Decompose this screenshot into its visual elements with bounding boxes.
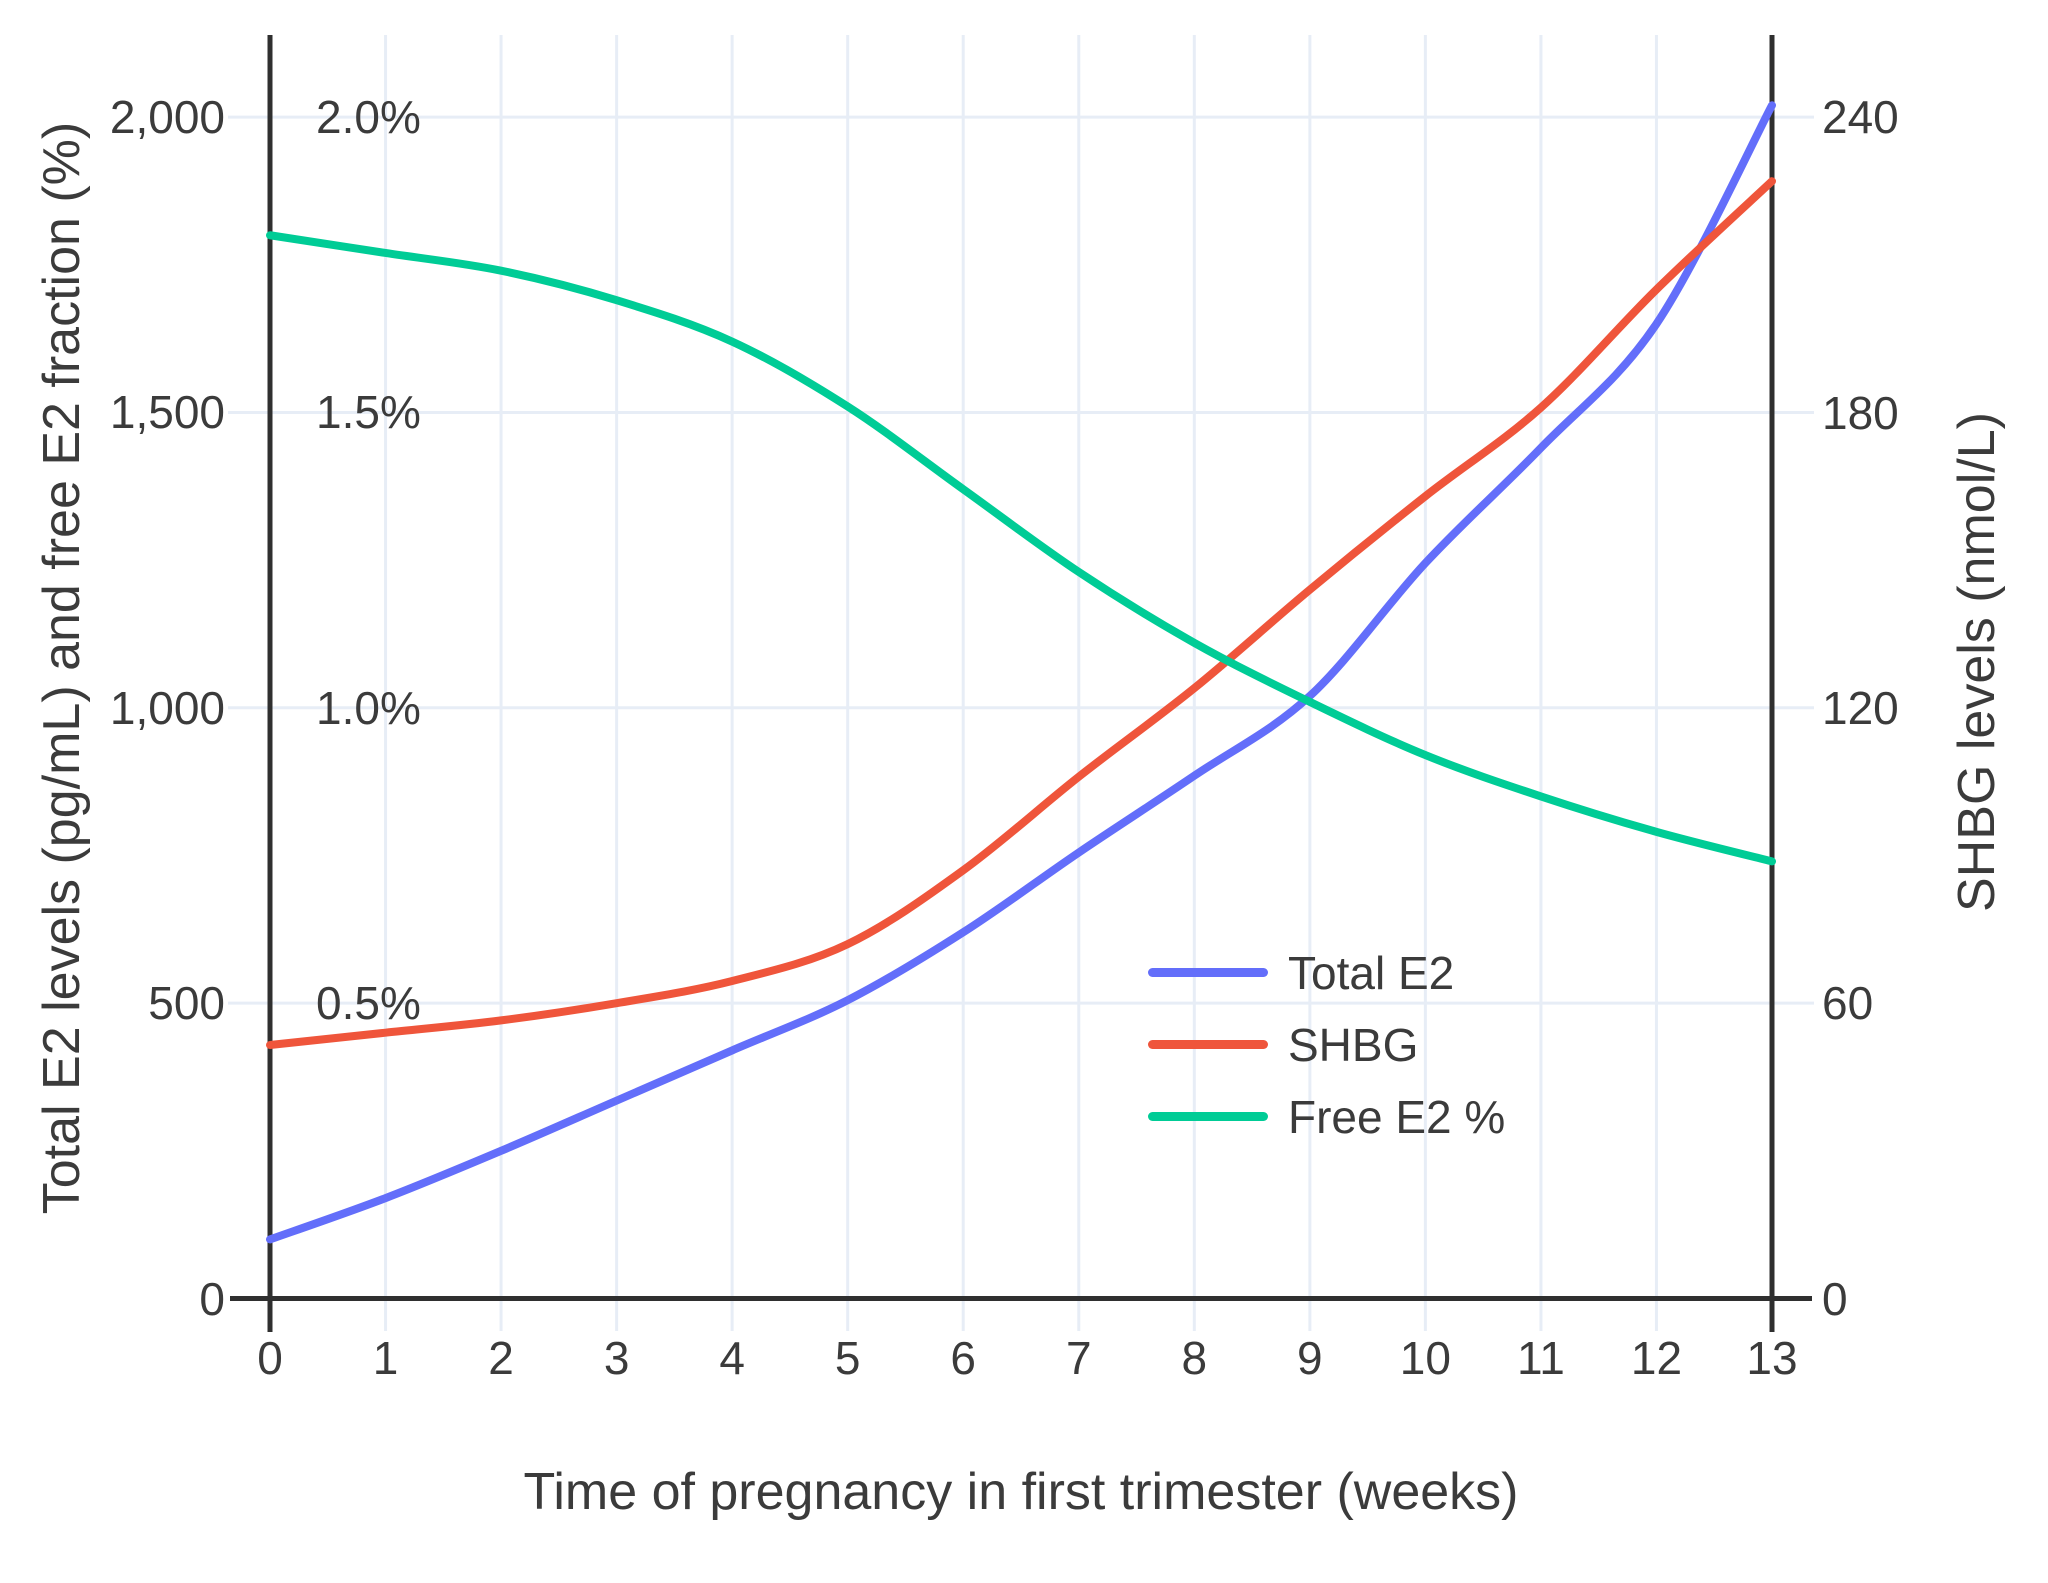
y-left-tick-label: 1,000	[109, 681, 225, 734]
free-e2-percent-tick-label: 1.0%	[316, 681, 421, 734]
y-left-tick-label: 0	[199, 1272, 225, 1325]
free-e2-percent-tick-label: 2.0%	[316, 91, 421, 144]
y-right-tick-label: 240	[1822, 91, 1899, 144]
y-left-tick-label: 2,000	[109, 91, 225, 144]
x-tick-label: 6	[950, 1332, 977, 1384]
total-e2-line	[266, 101, 1776, 1244]
free-e2-line-swatch	[1148, 1112, 1268, 1121]
legend-label-free-e2: Free E2 %	[1288, 1090, 1506, 1143]
y-right-tick-label: 180	[1822, 386, 1899, 439]
x-tick-label: 8	[1181, 1332, 1208, 1384]
y-right-tick-label: 60	[1822, 977, 1874, 1030]
x-tick-label: 11	[1517, 1332, 1565, 1384]
x-tick-label: 4	[719, 1332, 745, 1384]
legend-item-total-e2[interactable]: Total E2	[1148, 947, 1505, 998]
free-e2--line	[266, 231, 1776, 866]
x-tick-label: 1	[372, 1332, 399, 1384]
y-left-tick-label: 1,500	[109, 386, 225, 439]
x-tick-label: 0	[257, 1332, 283, 1384]
x-tick-label: 10	[1399, 1332, 1451, 1384]
free-e2-percent-tick-label: 0.5%	[316, 977, 421, 1030]
free-e2-percent-tick-label: 1.5%	[316, 386, 421, 439]
legend: Total E2 SHBG Free E2 %	[1148, 947, 1505, 1142]
y-left-tick-label: 500	[148, 977, 225, 1030]
y-axis-title-right: SHBG levels (nmol/L)	[1948, 412, 2006, 912]
legend-item-shbg[interactable]: SHBG	[1148, 1019, 1505, 1070]
shbg-line	[266, 177, 1776, 1050]
y-right-tick-label: 0	[1822, 1272, 1848, 1325]
legend-item-free-e2[interactable]: Free E2 %	[1148, 1091, 1505, 1142]
y-right-tick-label: 120	[1822, 681, 1899, 734]
x-tick-label: 2	[488, 1332, 514, 1384]
legend-label-shbg: SHBG	[1288, 1018, 1419, 1071]
x-tick-label: 9	[1297, 1332, 1323, 1384]
x-tick-label: 13	[1746, 1332, 1798, 1384]
total-e2-line-swatch	[1148, 968, 1268, 977]
y-axis-title-left: Total E2 levels (pg/mL) and free E2 frac…	[33, 121, 91, 1215]
legend-label-total-e2: Total E2	[1288, 946, 1455, 999]
x-tick-label: 12	[1630, 1332, 1683, 1384]
shbg-line-swatch	[1148, 1040, 1268, 1049]
x-tick-label: 3	[603, 1332, 630, 1384]
x-tick-label: 7	[1065, 1332, 1092, 1384]
x-axis-title: Time of pregnancy in first trimester (we…	[523, 1463, 1519, 1521]
x-tick-label: 5	[834, 1332, 861, 1384]
